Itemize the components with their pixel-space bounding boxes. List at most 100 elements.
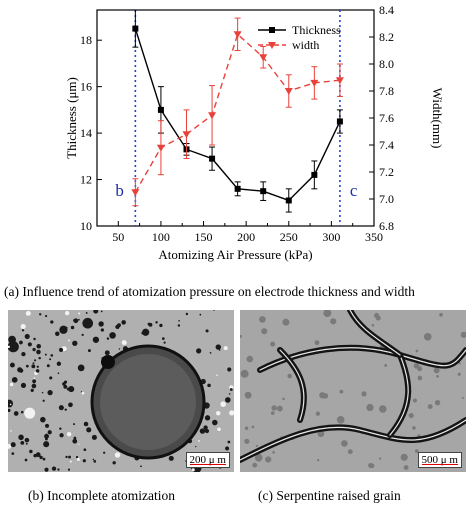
grain-texture xyxy=(403,465,409,470)
droplet xyxy=(8,399,14,408)
droplet xyxy=(11,452,15,455)
droplet xyxy=(45,423,50,428)
droplet xyxy=(114,452,121,458)
y-right-axis-label: Width(mm) xyxy=(430,88,445,149)
grain-texture xyxy=(461,396,464,399)
droplet xyxy=(229,385,234,390)
grain-texture xyxy=(323,310,332,318)
droplet xyxy=(217,427,221,432)
grain-texture xyxy=(379,457,382,460)
droplet xyxy=(34,359,37,362)
grain-texture xyxy=(417,375,423,381)
droplet xyxy=(215,344,222,350)
micro-c-background xyxy=(240,310,466,472)
droplet xyxy=(121,340,127,346)
droplet xyxy=(35,452,41,458)
droplet xyxy=(163,341,166,344)
droplet xyxy=(24,333,30,339)
y-right-tick-label: 8.2 xyxy=(379,30,394,44)
grain-texture xyxy=(361,391,367,397)
x-tick-label: 100 xyxy=(152,230,170,244)
data-point-width xyxy=(131,189,140,197)
droplet xyxy=(20,324,26,330)
droplet xyxy=(92,336,100,343)
x-tick-label: 350 xyxy=(365,230,383,244)
droplet xyxy=(11,377,18,383)
droplet xyxy=(65,326,68,329)
droplet xyxy=(82,317,94,329)
grain-texture xyxy=(270,411,275,415)
x-tick-label: 200 xyxy=(237,230,255,244)
data-point-Thickness xyxy=(260,188,267,195)
droplet xyxy=(223,346,228,351)
grain-texture xyxy=(240,369,249,378)
droplet xyxy=(33,337,36,341)
droplet xyxy=(70,325,75,330)
droplet xyxy=(9,382,14,387)
line-chart: 50 100 150 200 250 300 350 10 12 14 16 18 6.8 7.0 7.2 7… xyxy=(64,3,445,262)
droplet xyxy=(25,310,31,316)
droplet xyxy=(63,384,68,389)
droplet xyxy=(59,433,64,438)
droplet xyxy=(36,343,42,349)
annotation-label-b: b xyxy=(115,181,124,200)
droplet xyxy=(199,428,206,434)
droplet xyxy=(106,337,110,340)
droplet xyxy=(227,440,231,444)
droplet xyxy=(55,331,60,336)
droplet xyxy=(218,349,221,351)
y-right-tick-label: 8.0 xyxy=(379,57,394,71)
droplet xyxy=(199,313,202,316)
y-right-tick-label: 6.8 xyxy=(379,219,394,233)
droplet xyxy=(85,312,88,314)
x-tick-label: 50 xyxy=(112,230,124,244)
droplet xyxy=(62,382,66,386)
grain-texture xyxy=(384,363,388,367)
droplet xyxy=(40,416,46,423)
raised-grain-highlight xyxy=(240,419,466,461)
droplet xyxy=(36,365,39,368)
grain-texture xyxy=(413,363,420,369)
plot-area: 50 100 150 200 250 300 350 10 12 14 16 18 6.8 7.0 7.2 7… xyxy=(64,3,445,262)
droplet xyxy=(25,364,29,368)
y-left-tick-label: 18 xyxy=(80,33,92,47)
grain-texture xyxy=(282,397,285,401)
droplet xyxy=(66,431,72,437)
droplet xyxy=(41,391,44,394)
grain-texture xyxy=(244,391,252,399)
grain-texture xyxy=(341,440,348,447)
droplet xyxy=(155,321,158,324)
droplet xyxy=(87,349,91,353)
droplet xyxy=(50,354,54,357)
y-left-tick-label: 16 xyxy=(80,80,92,94)
droplet xyxy=(104,350,110,356)
micrograph-c-image xyxy=(240,310,466,472)
grain-texture xyxy=(330,318,337,325)
micrograph-incomplete-atomization: 200 μ m xyxy=(8,310,234,472)
data-point-width xyxy=(310,79,319,87)
y-left-axis-label: Thickness (μm) xyxy=(64,77,79,159)
droplet xyxy=(35,369,40,373)
droplet xyxy=(32,347,36,352)
droplet xyxy=(27,342,32,347)
droplet xyxy=(75,455,79,459)
data-point-Thickness xyxy=(234,185,241,192)
grain-texture xyxy=(271,405,277,411)
droplet xyxy=(26,409,31,414)
droplet xyxy=(216,411,221,416)
droplet xyxy=(76,458,80,461)
series-line-Thickness xyxy=(134,28,341,202)
droplet xyxy=(25,442,28,445)
droplet xyxy=(225,446,230,451)
grain-texture xyxy=(408,413,414,419)
droplet xyxy=(8,443,12,449)
droplet xyxy=(21,351,26,357)
droplet xyxy=(178,319,180,322)
droplet xyxy=(203,425,208,430)
droplet xyxy=(13,411,19,416)
data-point-width xyxy=(208,112,217,120)
droplet xyxy=(10,442,16,448)
droplet xyxy=(98,321,104,327)
grain-texture xyxy=(412,398,417,403)
droplet xyxy=(49,358,52,361)
